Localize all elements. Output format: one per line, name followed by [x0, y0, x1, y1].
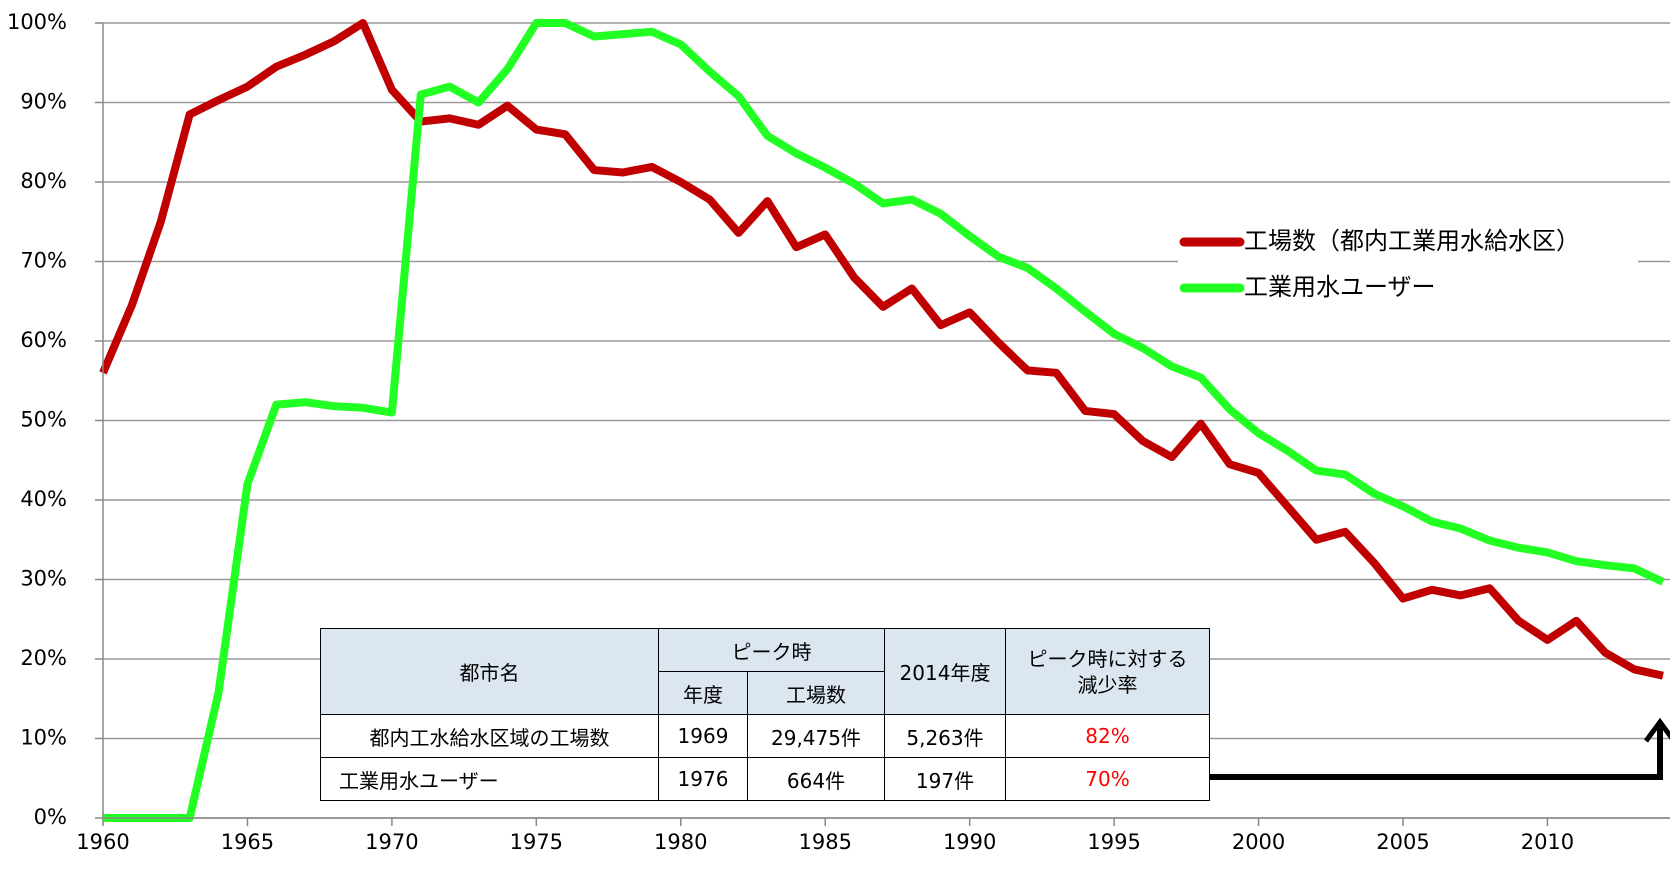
cell: 1969 — [658, 714, 748, 758]
y-tick-label: 90% — [20, 90, 67, 114]
header-cell: 2014年度 — [884, 628, 1006, 715]
cell: 70% — [1005, 757, 1210, 801]
y-tick-label: 30% — [20, 567, 67, 591]
y-tick-label: 0% — [34, 805, 67, 829]
legend-label: 工業用水ユーザー — [1244, 273, 1436, 301]
y-tick-label: 80% — [20, 169, 67, 193]
x-tick-label: 2005 — [1376, 830, 1429, 854]
subheader-cell: 年度 — [658, 671, 748, 715]
subheader-cell: 工場数 — [747, 671, 885, 715]
arrow-line — [1170, 725, 1663, 780]
summary-table: 都市名 ピーク時 2014年度 ピーク時に対する減少率 年度 工場数 都内工水給… — [320, 628, 1210, 801]
x-tick-label: 1980 — [654, 830, 707, 854]
legend-label: 工場数（都内工業用水給水区） — [1244, 227, 1580, 255]
x-tick-label: 1960 — [76, 830, 129, 854]
y-tick-label: 20% — [20, 646, 67, 670]
cell: 29,475件 — [747, 714, 885, 758]
y-tick-label: 60% — [20, 328, 67, 352]
cell: 664件 — [747, 757, 885, 801]
legend: 工場数（都内工業用水給水区） 工業用水ユーザー — [1178, 222, 1638, 312]
header-cell: ピーク時に対する減少率 — [1005, 628, 1210, 715]
legend-box — [1178, 222, 1638, 312]
header-cell: ピーク時 — [658, 628, 885, 672]
cell: 197件 — [884, 757, 1006, 801]
cell: 都内工水給水区域の工場数 — [320, 714, 659, 758]
axes: 0% 10% 20% 30% 40% 50% 60% 70% 80% 90% 100% 1960 196… — [7, 10, 1670, 854]
arrow-head — [1643, 717, 1670, 743]
y-tick-label: 10% — [20, 726, 67, 750]
x-tick-label: 2010 — [1521, 830, 1574, 854]
x-tick-label: 1985 — [798, 830, 851, 854]
cell: 5,263件 — [884, 714, 1006, 758]
x-tick-label: 1970 — [365, 830, 418, 854]
y-tick-label: 70% — [20, 249, 67, 273]
y-tick-label: 50% — [20, 408, 67, 432]
cell: 82% — [1005, 714, 1210, 758]
cell: 工業用水ユーザー — [320, 757, 659, 801]
x-tick-label: 1965 — [221, 830, 274, 854]
x-tick-label: 1995 — [1087, 830, 1140, 854]
header-cell: 都市名 — [320, 628, 659, 715]
series-line — [103, 19, 1665, 822]
x-tick-label: 2000 — [1232, 830, 1285, 854]
cell: 1976 — [658, 757, 748, 801]
y-tick-label: 100% — [7, 10, 67, 34]
series-line — [99, 19, 1664, 680]
x-tick-label: 1975 — [510, 830, 563, 854]
lines — [99, 19, 1665, 822]
y-tick-label: 40% — [20, 487, 67, 511]
arrow — [1170, 717, 1670, 780]
x-tick-label: 1990 — [943, 830, 996, 854]
